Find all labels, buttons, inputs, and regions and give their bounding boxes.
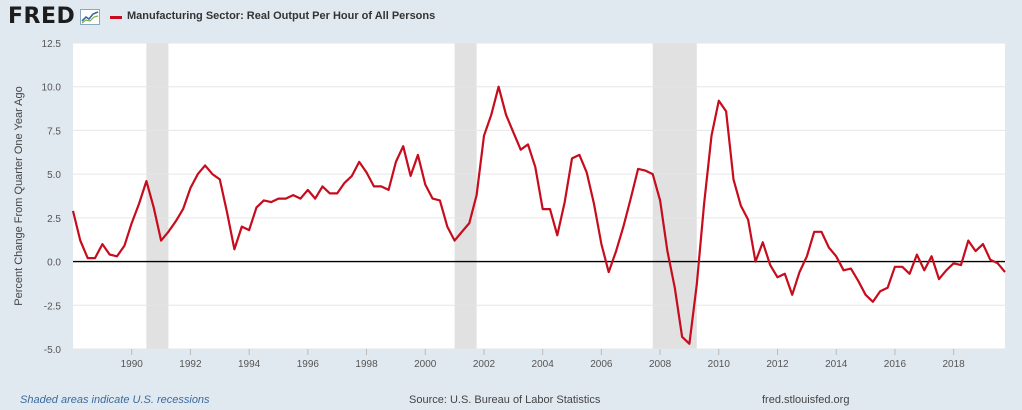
legend-swatch — [110, 16, 122, 19]
y-tick-label: 5.0 — [47, 170, 61, 181]
y-tick-label: 10.0 — [42, 83, 62, 94]
x-tick-label: 2010 — [708, 359, 731, 370]
legend-label: Manufacturing Sector: Real Output Per Ho… — [127, 10, 436, 22]
source-note: Source: U.S. Bureau of Labor Statistics — [409, 394, 601, 406]
fred-graph-icon — [80, 9, 100, 25]
recession-bands — [146, 43, 697, 349]
x-tick-label: 1998 — [355, 359, 378, 370]
fred-logo: FRED — [8, 4, 76, 29]
x-tick-label: 2000 — [414, 359, 437, 370]
y-tick-label: -5.0 — [44, 345, 62, 356]
x-tick-label: 2012 — [766, 359, 789, 370]
x-tick-label: 2016 — [884, 359, 907, 370]
recession-band-2 — [652, 43, 697, 349]
series-line — [71, 85, 1006, 345]
x-axis-tick-labels: 1990 1992 1994 1996 1998 2000 2002 2004 2006 2008… — [121, 359, 966, 370]
y-tick-label: 7.5 — [47, 126, 61, 137]
x-tick-label: 2008 — [649, 359, 672, 370]
y-tick-label: -2.5 — [44, 301, 62, 312]
y-tick-label: 2.5 — [47, 214, 61, 225]
recession-band-1 — [454, 43, 477, 349]
x-tick-label: 2004 — [532, 359, 555, 370]
site-link[interactable]: fred.stlouisfed.org — [762, 394, 850, 406]
x-tick-label: 2002 — [473, 359, 496, 370]
y-axis-tick-labels: -5.0 -2.5 0.0 2.5 5.0 7.5 10.0 12.5 — [42, 39, 62, 356]
x-tick-label: 1994 — [238, 359, 261, 370]
gridlines — [73, 42, 1005, 355]
chart-header: FRED Manufacturing Sector: Real Output P… — [0, 0, 1022, 36]
recession-note: Shaded areas indicate U.S. recessions — [20, 394, 210, 406]
plot-background — [73, 43, 1005, 349]
x-tick-label: 1996 — [297, 359, 320, 370]
x-tick-label: 1992 — [179, 359, 202, 370]
y-axis-label: Percent Change From Quarter One Year Ago — [13, 86, 25, 306]
x-tick-label: 2014 — [825, 359, 848, 370]
y-tick-label: 0.0 — [47, 258, 61, 269]
x-tick-label: 2018 — [943, 359, 966, 370]
x-tick-label: 2006 — [590, 359, 613, 370]
recession-band-0 — [146, 43, 169, 349]
x-tick-label: 1990 — [121, 359, 144, 370]
y-tick-label: 12.5 — [42, 39, 62, 50]
